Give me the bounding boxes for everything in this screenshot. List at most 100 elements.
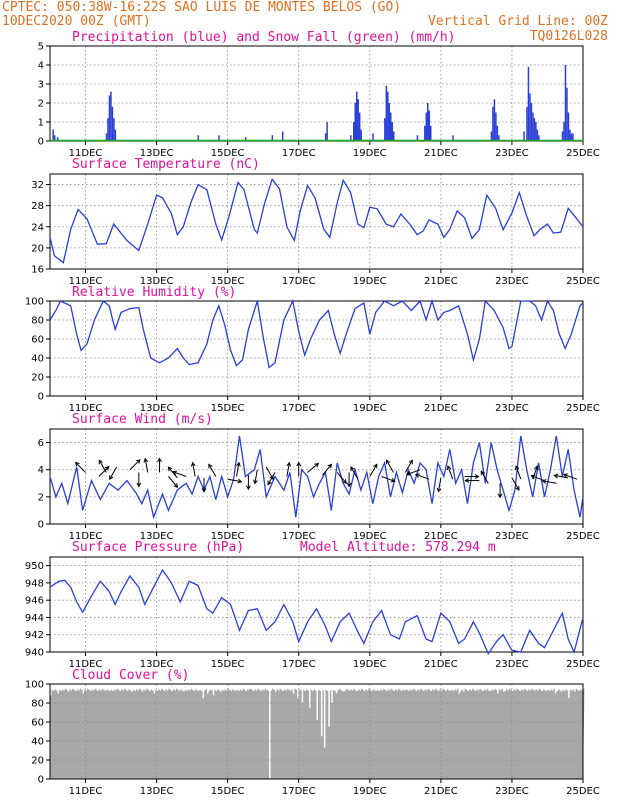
wind-arrow-head — [342, 479, 347, 484]
wind-arrow-head — [327, 463, 333, 469]
wind-arrow-shaft — [437, 477, 442, 492]
precip-bar — [564, 65, 567, 141]
wind-arrow-head — [446, 465, 452, 471]
wind-arrow-shaft — [267, 472, 276, 485]
precip-bar — [527, 66, 530, 141]
xtick-label: 13DEC — [140, 148, 174, 159]
wind-arrow-shaft — [172, 471, 187, 477]
panel-frame — [49, 45, 584, 142]
xtick-label: 13DEC — [140, 659, 174, 670]
panel-cloud: Cloud Cover (%) 0 20 40 60 80 100 11DEC 13DEC 15D… — [25, 668, 600, 797]
precip-bar — [372, 133, 374, 141]
wind-arrow-head — [346, 482, 352, 488]
wind-arrow-head — [172, 470, 178, 476]
xtick-label: 11DEC — [69, 786, 103, 797]
ytick-label: 0 — [38, 392, 44, 403]
wind-arrow-shaft — [554, 474, 569, 479]
precip-bar — [391, 122, 394, 141]
wind-arrow-head — [385, 459, 391, 465]
wind-arrow-shaft — [415, 473, 430, 480]
ytick-label: 5 — [38, 42, 44, 53]
wind-arrow-head — [515, 485, 520, 491]
panel-title-wind: Surface Wind (m/s) — [72, 412, 213, 427]
ytick-label: 4 — [38, 61, 44, 72]
precip-bar — [498, 135, 500, 141]
ytick-label: 1 — [38, 118, 44, 129]
precip-bar — [385, 85, 388, 141]
precip-bar — [53, 135, 56, 141]
wind-arrow-head — [562, 473, 568, 478]
wind-arrow-head — [267, 480, 272, 486]
ytick-label: 6 — [38, 438, 44, 449]
wind-arrow-shaft — [192, 462, 196, 477]
wind-arrow-head — [136, 482, 142, 488]
wind-arrow-head — [406, 471, 412, 476]
wind-arrow-head — [474, 474, 480, 479]
wind-arrow-shaft — [109, 466, 118, 480]
precip-bar — [324, 133, 327, 141]
series-line-wind — [49, 435, 584, 520]
wind-arrow-head — [190, 461, 196, 467]
precip-bar — [114, 129, 117, 141]
ytick-label: 80 — [31, 699, 44, 710]
wind-arrow-head — [436, 487, 442, 493]
wind-arrow-shaft — [480, 470, 489, 484]
ytick-label: 28 — [31, 201, 44, 212]
xtick-label: 21DEC — [424, 659, 458, 670]
precip-bar — [452, 135, 454, 141]
wind-arrow-head — [74, 461, 80, 467]
precip-bar — [390, 112, 392, 141]
panel-subtitle-pres: Model Altitude: 578.294 m — [300, 540, 496, 555]
wind-arrow-head — [296, 461, 302, 467]
xtick-label: 21DEC — [424, 276, 458, 287]
xtick-label: 13DEC — [140, 276, 174, 287]
xtick-label: 15DEC — [211, 659, 245, 670]
precip-bar — [271, 135, 274, 141]
wind-arrow-shaft — [542, 480, 557, 484]
wind-arrow-shaft — [208, 464, 217, 477]
precip-bar — [569, 129, 571, 141]
precip-bar — [108, 95, 111, 141]
precip-bar — [533, 118, 536, 141]
ytick-label: 2 — [38, 99, 44, 110]
wind-arrow-shaft — [286, 462, 290, 477]
wind-arrow-head — [286, 461, 292, 467]
precip-bar — [570, 133, 573, 141]
panel-pres: Surface Pressure (hPa) Model Altitude: 57… — [25, 540, 600, 670]
wind-arrow-head — [497, 493, 503, 499]
precip-bar — [326, 122, 328, 141]
xtick-label: 25DEC — [566, 531, 600, 542]
xtick-label: 19DEC — [353, 276, 387, 287]
ytick-label: 948 — [25, 578, 44, 589]
wind-arrow-head — [208, 463, 213, 469]
xtick-label: 23DEC — [495, 276, 529, 287]
wind-arrow-head — [541, 479, 547, 484]
xtick-label: 13DEC — [140, 786, 174, 797]
ytick-label: 950 — [25, 561, 44, 572]
cloud-cover-area — [50, 688, 585, 779]
xtick-label: 21DEC — [424, 531, 458, 542]
wind-arrow-shaft — [144, 458, 149, 473]
precip-bar — [360, 129, 362, 141]
panel-title-cloud: Cloud Cover (%) — [72, 668, 189, 683]
header-run-date: 10DEC2020 00Z (GMT) — [2, 14, 151, 29]
wind-arrow-shaft — [511, 477, 520, 491]
wind-arrow-head — [157, 457, 162, 463]
wind-arrow-head — [514, 465, 520, 471]
ytick-label: 60 — [31, 335, 44, 346]
xtick-label: 21DEC — [424, 786, 458, 797]
xtick-label: 19DEC — [353, 531, 387, 542]
xtick-label: 15DEC — [211, 276, 245, 287]
wind-arrow-head — [314, 462, 320, 468]
precip-bar — [110, 91, 112, 141]
precip-bar — [111, 106, 114, 141]
wind-arrow-head — [350, 466, 355, 472]
wind-arrow-shaft — [98, 460, 107, 473]
xtick-label: 17DEC — [282, 403, 316, 414]
series-line-temp — [49, 177, 584, 264]
ytick-label: 16 — [31, 265, 44, 276]
precip-bar — [567, 112, 570, 141]
xtick-label: 23DEC — [495, 659, 529, 670]
ytick-label: 940 — [25, 648, 44, 659]
precip-bar — [357, 99, 359, 141]
